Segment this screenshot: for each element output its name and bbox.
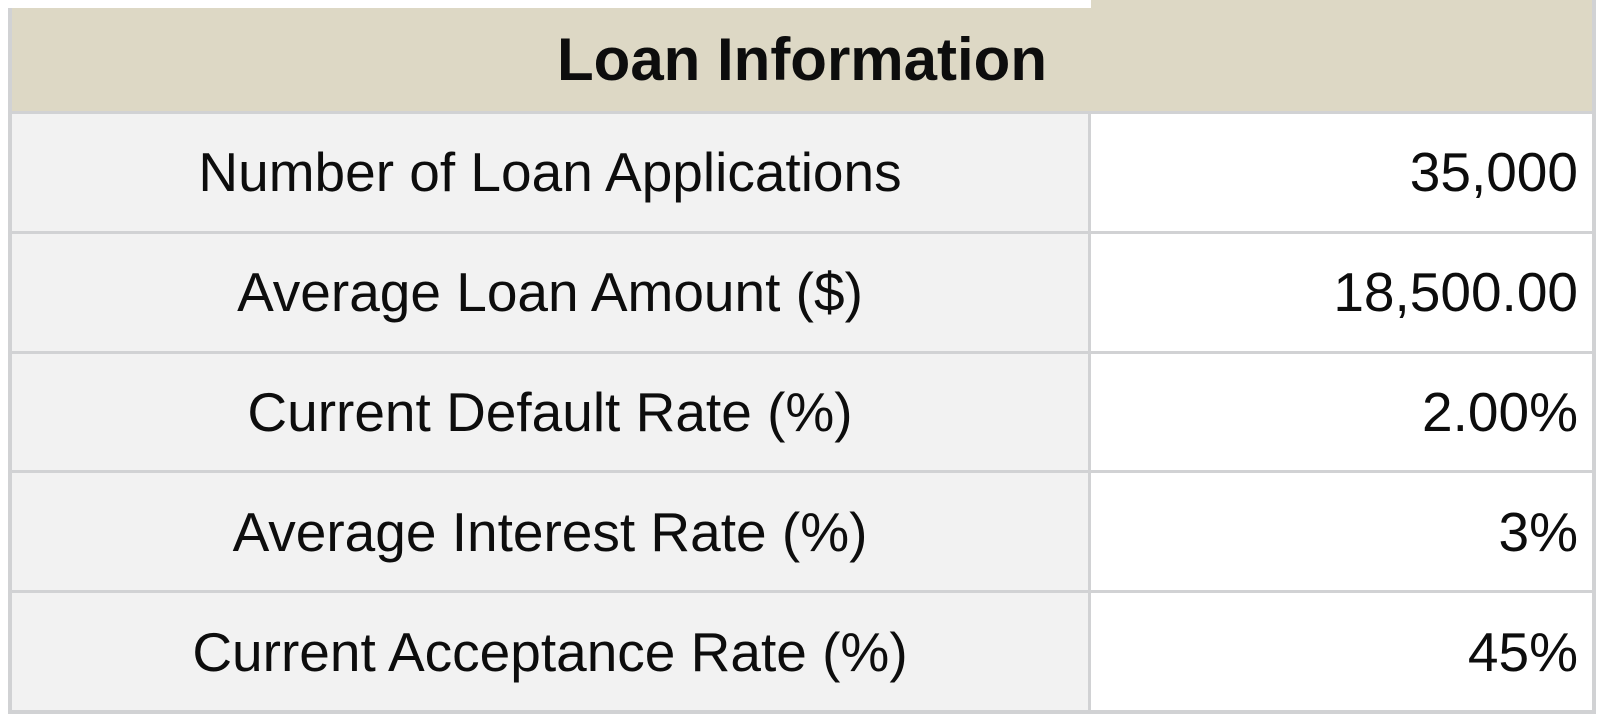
row-value: 3%: [1091, 473, 1592, 591]
loan-information-table: Loan Information Number of Loan Applicat…: [8, 8, 1596, 714]
table-title: Loan Information: [12, 8, 1592, 111]
row-value: 18,500.00: [1091, 233, 1592, 351]
row-label: Average Loan Amount ($): [12, 233, 1088, 351]
row-value: 2.00%: [1091, 353, 1592, 471]
row-value: 45%: [1091, 593, 1592, 710]
row-label: Average Interest Rate (%): [12, 473, 1088, 591]
row-label: Number of Loan Applications: [12, 114, 1088, 231]
row-label: Current Acceptance Rate (%): [12, 593, 1088, 710]
row-value: 35,000: [1091, 114, 1592, 231]
row-label: Current Default Rate (%): [12, 353, 1088, 471]
